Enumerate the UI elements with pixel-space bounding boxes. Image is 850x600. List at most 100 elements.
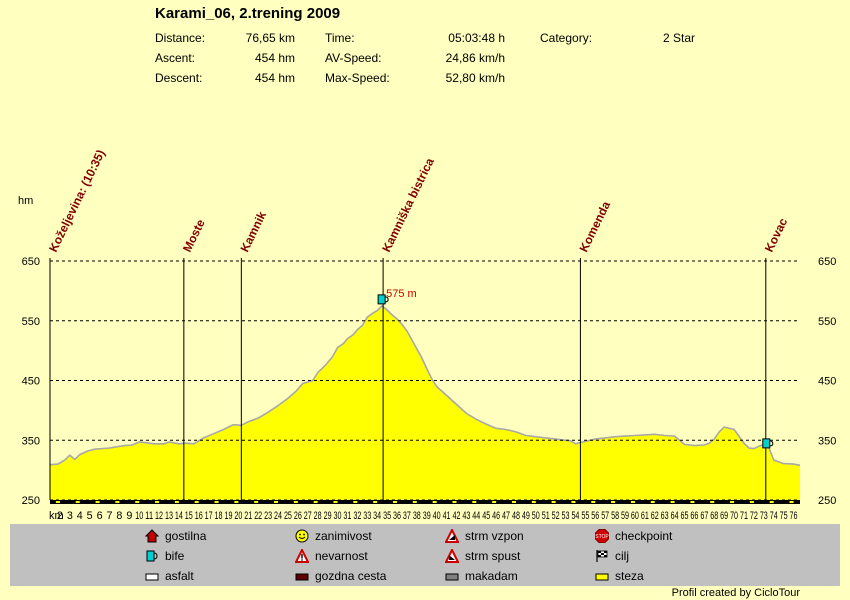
house-icon	[145, 529, 159, 543]
x-tick-label: 69	[720, 510, 728, 522]
x-tick-label: 65	[681, 510, 689, 522]
x-tick-label: 20	[234, 510, 242, 522]
x-tick-label: 29	[324, 510, 332, 522]
legend-label: asfalt	[165, 569, 194, 583]
x-tick-label: 37	[403, 510, 411, 522]
x-tick-label: 70	[730, 510, 738, 522]
x-tick-label: 51	[542, 510, 550, 522]
page-title: Karami_06, 2.trening 2009	[155, 5, 341, 22]
x-tick-label: 25	[284, 510, 292, 522]
x-tick-label: 22	[254, 510, 262, 522]
x-tick-label: 41	[443, 510, 451, 522]
surface-segment	[472, 501, 477, 503]
bife-marker-icon	[377, 294, 389, 305]
y-tick-label-left: 550	[22, 316, 40, 328]
time-label: Time:	[325, 31, 355, 45]
elevation-area	[50, 305, 800, 500]
waypoint-label: Komenda	[577, 199, 614, 255]
waypoint-label: Moste	[180, 217, 208, 255]
x-tick-label: 76	[790, 510, 798, 522]
x-tick-label: 58	[611, 510, 619, 522]
surface-segment	[313, 501, 318, 503]
distance-label: Distance:	[155, 31, 206, 45]
legend-label: bife	[165, 549, 185, 563]
svg-text:STOP: STOP	[595, 534, 609, 540]
y-tick-label-right: 650	[818, 256, 836, 268]
surface-segment	[749, 501, 754, 503]
surface-segment	[373, 501, 378, 503]
surface-segment	[571, 501, 576, 503]
bife-marker-icon	[762, 438, 774, 449]
y-axis-label: hm	[18, 195, 33, 207]
x-tick-label: 3	[67, 510, 73, 522]
x-tick-label: 38	[413, 510, 421, 522]
x-tick-label: 4	[77, 510, 83, 522]
distance-value: 76,65 km	[245, 31, 295, 45]
credit-text: Profil created by CicloTour	[671, 587, 800, 599]
waypoint-label: Kovac	[762, 216, 791, 255]
legend-label: gozdna cesta	[315, 569, 387, 583]
surface-segment	[611, 501, 616, 503]
x-tick-label: 15	[185, 510, 193, 522]
stop-sign-icon: STOP	[595, 529, 609, 543]
waypoint-label: Kamniška bistrica	[379, 156, 437, 255]
surface-segment	[75, 501, 80, 503]
x-tick-label: 32	[353, 510, 361, 522]
surface-segment	[234, 501, 239, 503]
y-tick-label-right: 550	[818, 316, 836, 328]
warning-downhill-icon	[445, 549, 459, 563]
surface-yellow-swatch	[595, 573, 609, 581]
avspeed-value: 24,86 km/h	[445, 51, 505, 65]
legend-label: gostilna	[165, 529, 207, 543]
surface-segment	[392, 501, 397, 503]
surface-segment	[551, 501, 556, 503]
x-tick-label: 28	[314, 510, 322, 522]
x-tick-label: 9	[126, 510, 132, 522]
surface-segment	[254, 501, 259, 503]
x-tick-label: 71	[740, 510, 748, 522]
surface-darkred-swatch	[295, 573, 309, 581]
x-tick-label: 34	[373, 510, 381, 522]
x-tick-label: 49	[522, 510, 530, 522]
surface-segment	[690, 501, 695, 503]
surface-segment	[135, 501, 140, 503]
x-tick-label: 31	[343, 510, 351, 522]
category-label: Category:	[540, 31, 593, 45]
x-tick-label: 30	[334, 510, 342, 522]
x-tick-label: 16	[195, 510, 203, 522]
x-tick-label: 23	[264, 510, 272, 522]
legend-label: cilj	[615, 549, 629, 563]
x-tick-label: 14	[175, 510, 183, 522]
checkered-flag-icon	[596, 550, 608, 562]
y-tick-label-left: 350	[22, 435, 40, 447]
legend-label: makadam	[465, 569, 518, 583]
x-tick-label: 5	[87, 510, 93, 522]
x-tick-label: 48	[512, 510, 520, 522]
x-tick-label: 42	[452, 510, 460, 522]
surface-segment	[710, 501, 715, 503]
surface-segment	[492, 501, 497, 503]
x-tick-label: 35	[383, 510, 391, 522]
legend-label: strm vzpon	[465, 529, 524, 543]
x-tick-label: 67	[700, 510, 708, 522]
waypoint-label: Koželjevina: (10:35)	[46, 147, 108, 254]
surface-segment	[769, 501, 774, 503]
x-tick-label: 19	[224, 510, 232, 522]
legend-panel	[10, 524, 840, 586]
x-tick-label: 12	[155, 510, 163, 522]
surface-gray-swatch	[445, 573, 459, 581]
y-tick-label-right: 250	[818, 495, 836, 507]
x-tick-label: 33	[363, 510, 371, 522]
x-axis-label: km	[49, 510, 64, 522]
cup-icon	[146, 550, 158, 562]
surface-segment	[353, 501, 358, 503]
ascent-label: Ascent:	[155, 51, 196, 65]
x-tick-label: 36	[393, 510, 401, 522]
surface-segment	[650, 501, 655, 503]
surface-segment	[214, 501, 219, 503]
legend-label: steza	[615, 569, 644, 583]
waypoint-label: Kamnik	[237, 209, 269, 254]
x-tick-label: 60	[631, 510, 639, 522]
surface-segment	[789, 501, 794, 503]
